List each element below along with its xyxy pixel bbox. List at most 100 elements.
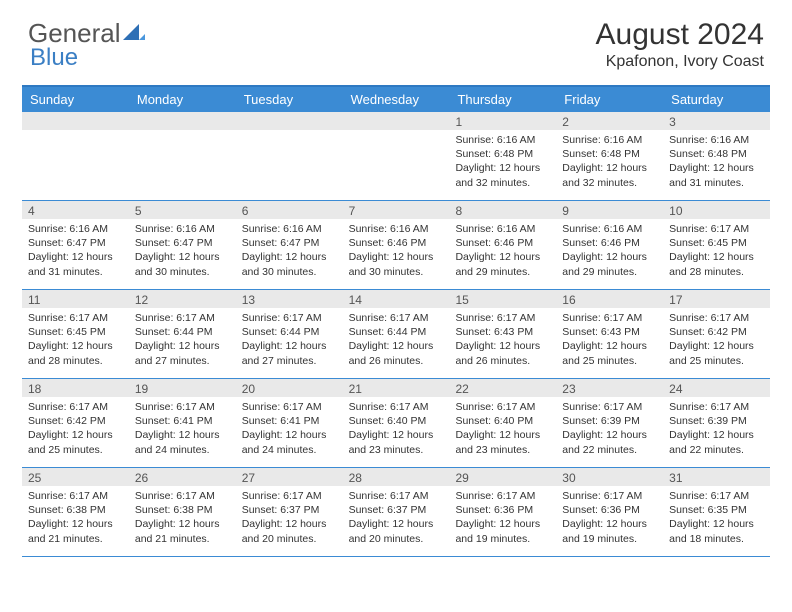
day-number: 5 — [129, 201, 236, 219]
day-cell: 21Sunrise: 6:17 AMSunset: 6:40 PMDayligh… — [343, 379, 450, 467]
sunset: Sunset: 6:44 PM — [242, 325, 337, 339]
sunset: Sunset: 6:47 PM — [28, 236, 123, 250]
day-body: Sunrise: 6:16 AMSunset: 6:47 PMDaylight:… — [129, 219, 236, 285]
sunrise: Sunrise: 6:16 AM — [562, 133, 657, 147]
day-cell: 24Sunrise: 6:17 AMSunset: 6:39 PMDayligh… — [663, 379, 770, 467]
sunrise: Sunrise: 6:17 AM — [135, 400, 230, 414]
sunset: Sunset: 6:43 PM — [562, 325, 657, 339]
daylight: Daylight: 12 hours and 25 minutes. — [669, 339, 764, 367]
day-body: Sunrise: 6:17 AMSunset: 6:38 PMDaylight:… — [22, 486, 129, 552]
sunset: Sunset: 6:41 PM — [135, 414, 230, 428]
daylight: Daylight: 12 hours and 30 minutes. — [242, 250, 337, 278]
daylight: Daylight: 12 hours and 19 minutes. — [562, 517, 657, 545]
day-cell — [22, 112, 129, 200]
daylight: Daylight: 12 hours and 23 minutes. — [455, 428, 550, 456]
dow-fri: Friday — [556, 87, 663, 112]
sunset: Sunset: 6:41 PM — [242, 414, 337, 428]
daylight: Daylight: 12 hours and 29 minutes. — [455, 250, 550, 278]
sunrise: Sunrise: 6:16 AM — [135, 222, 230, 236]
day-cell: 14Sunrise: 6:17 AMSunset: 6:44 PMDayligh… — [343, 290, 450, 378]
day-body: Sunrise: 6:16 AMSunset: 6:48 PMDaylight:… — [449, 130, 556, 196]
day-number: 18 — [22, 379, 129, 397]
daylight: Daylight: 12 hours and 31 minutes. — [669, 161, 764, 189]
day-body: Sunrise: 6:17 AMSunset: 6:43 PMDaylight:… — [556, 308, 663, 374]
sunset: Sunset: 6:44 PM — [349, 325, 444, 339]
week-row: 18Sunrise: 6:17 AMSunset: 6:42 PMDayligh… — [22, 379, 770, 468]
daylight: Daylight: 12 hours and 27 minutes. — [242, 339, 337, 367]
day-number: 4 — [22, 201, 129, 219]
day-number: 17 — [663, 290, 770, 308]
day-cell: 16Sunrise: 6:17 AMSunset: 6:43 PMDayligh… — [556, 290, 663, 378]
daylight: Daylight: 12 hours and 29 minutes. — [562, 250, 657, 278]
day-number: 13 — [236, 290, 343, 308]
week-row: 11Sunrise: 6:17 AMSunset: 6:45 PMDayligh… — [22, 290, 770, 379]
daylight: Daylight: 12 hours and 30 minutes. — [349, 250, 444, 278]
day-number: 20 — [236, 379, 343, 397]
day-number: 29 — [449, 468, 556, 486]
day-number: 22 — [449, 379, 556, 397]
day-cell: 1Sunrise: 6:16 AMSunset: 6:48 PMDaylight… — [449, 112, 556, 200]
location: Kpafonon, Ivory Coast — [596, 53, 764, 71]
sunrise: Sunrise: 6:17 AM — [242, 311, 337, 325]
sunrise: Sunrise: 6:16 AM — [28, 222, 123, 236]
dow-sat: Saturday — [663, 87, 770, 112]
sunrise: Sunrise: 6:17 AM — [562, 400, 657, 414]
day-body: Sunrise: 6:17 AMSunset: 6:39 PMDaylight:… — [663, 397, 770, 463]
sunset: Sunset: 6:38 PM — [135, 503, 230, 517]
daylight: Daylight: 12 hours and 18 minutes. — [669, 517, 764, 545]
sunset: Sunset: 6:44 PM — [135, 325, 230, 339]
day-body: Sunrise: 6:17 AMSunset: 6:44 PMDaylight:… — [236, 308, 343, 374]
day-body: Sunrise: 6:17 AMSunset: 6:37 PMDaylight:… — [343, 486, 450, 552]
day-number: 15 — [449, 290, 556, 308]
sunset: Sunset: 6:46 PM — [455, 236, 550, 250]
daylight: Daylight: 12 hours and 30 minutes. — [135, 250, 230, 278]
day-cell: 8Sunrise: 6:16 AMSunset: 6:46 PMDaylight… — [449, 201, 556, 289]
sunrise: Sunrise: 6:17 AM — [349, 400, 444, 414]
daylight: Daylight: 12 hours and 19 minutes. — [455, 517, 550, 545]
sunrise: Sunrise: 6:17 AM — [135, 311, 230, 325]
daylight: Daylight: 12 hours and 31 minutes. — [28, 250, 123, 278]
day-body: Sunrise: 6:17 AMSunset: 6:40 PMDaylight:… — [343, 397, 450, 463]
header: General August 2024 Kpafonon, Ivory Coas… — [0, 0, 792, 79]
day-cell: 9Sunrise: 6:16 AMSunset: 6:46 PMDaylight… — [556, 201, 663, 289]
sunrise: Sunrise: 6:17 AM — [562, 311, 657, 325]
sunrise: Sunrise: 6:17 AM — [28, 400, 123, 414]
day-number: 11 — [22, 290, 129, 308]
daylight: Daylight: 12 hours and 32 minutes. — [562, 161, 657, 189]
day-body: Sunrise: 6:16 AMSunset: 6:48 PMDaylight:… — [556, 130, 663, 196]
daylight: Daylight: 12 hours and 23 minutes. — [349, 428, 444, 456]
daylight: Daylight: 12 hours and 28 minutes. — [28, 339, 123, 367]
sunrise: Sunrise: 6:17 AM — [669, 489, 764, 503]
day-body: Sunrise: 6:17 AMSunset: 6:41 PMDaylight:… — [236, 397, 343, 463]
day-cell: 6Sunrise: 6:16 AMSunset: 6:47 PMDaylight… — [236, 201, 343, 289]
sunrise: Sunrise: 6:17 AM — [28, 489, 123, 503]
sunrise: Sunrise: 6:17 AM — [455, 311, 550, 325]
day-number — [129, 112, 236, 130]
sail-icon — [123, 24, 145, 42]
day-body: Sunrise: 6:16 AMSunset: 6:46 PMDaylight:… — [449, 219, 556, 285]
day-body: Sunrise: 6:17 AMSunset: 6:40 PMDaylight:… — [449, 397, 556, 463]
day-cell: 15Sunrise: 6:17 AMSunset: 6:43 PMDayligh… — [449, 290, 556, 378]
day-cell: 5Sunrise: 6:16 AMSunset: 6:47 PMDaylight… — [129, 201, 236, 289]
daylight: Daylight: 12 hours and 27 minutes. — [135, 339, 230, 367]
day-cell: 29 Sunrise: 6:17 AMSunset: 6:36 PMDayligh… — [449, 468, 556, 556]
dow-sun: Sunday — [22, 87, 129, 112]
day-number: 14 — [343, 290, 450, 308]
day-cell: 19Sunrise: 6:17 AMSunset: 6:41 PMDayligh… — [129, 379, 236, 467]
daylight: Daylight: 12 hours and 28 minutes. — [669, 250, 764, 278]
sunset: Sunset: 6:37 PM — [242, 503, 337, 517]
sunset: Sunset: 6:48 PM — [669, 147, 764, 161]
day-number: 31 — [663, 468, 770, 486]
day-body: Sunrise: 6:16 AMSunset: 6:47 PMDaylight:… — [236, 219, 343, 285]
day-number: 25 — [22, 468, 129, 486]
day-body: Sunrise: 6:17 AMSunset: 6:39 PMDaylight:… — [556, 397, 663, 463]
sunset: Sunset: 6:47 PM — [242, 236, 337, 250]
day-number: 16 — [556, 290, 663, 308]
sunrise: Sunrise: 6:17 AM — [669, 222, 764, 236]
dow-row: Sunday Monday Tuesday Wednesday Thursday… — [22, 87, 770, 112]
daylight: Daylight: 12 hours and 20 minutes. — [349, 517, 444, 545]
sunrise: Sunrise: 6:17 AM — [455, 489, 550, 503]
sunset: Sunset: 6:36 PM — [455, 503, 550, 517]
sunset: Sunset: 6:39 PM — [669, 414, 764, 428]
sunrise: Sunrise: 6:17 AM — [242, 400, 337, 414]
